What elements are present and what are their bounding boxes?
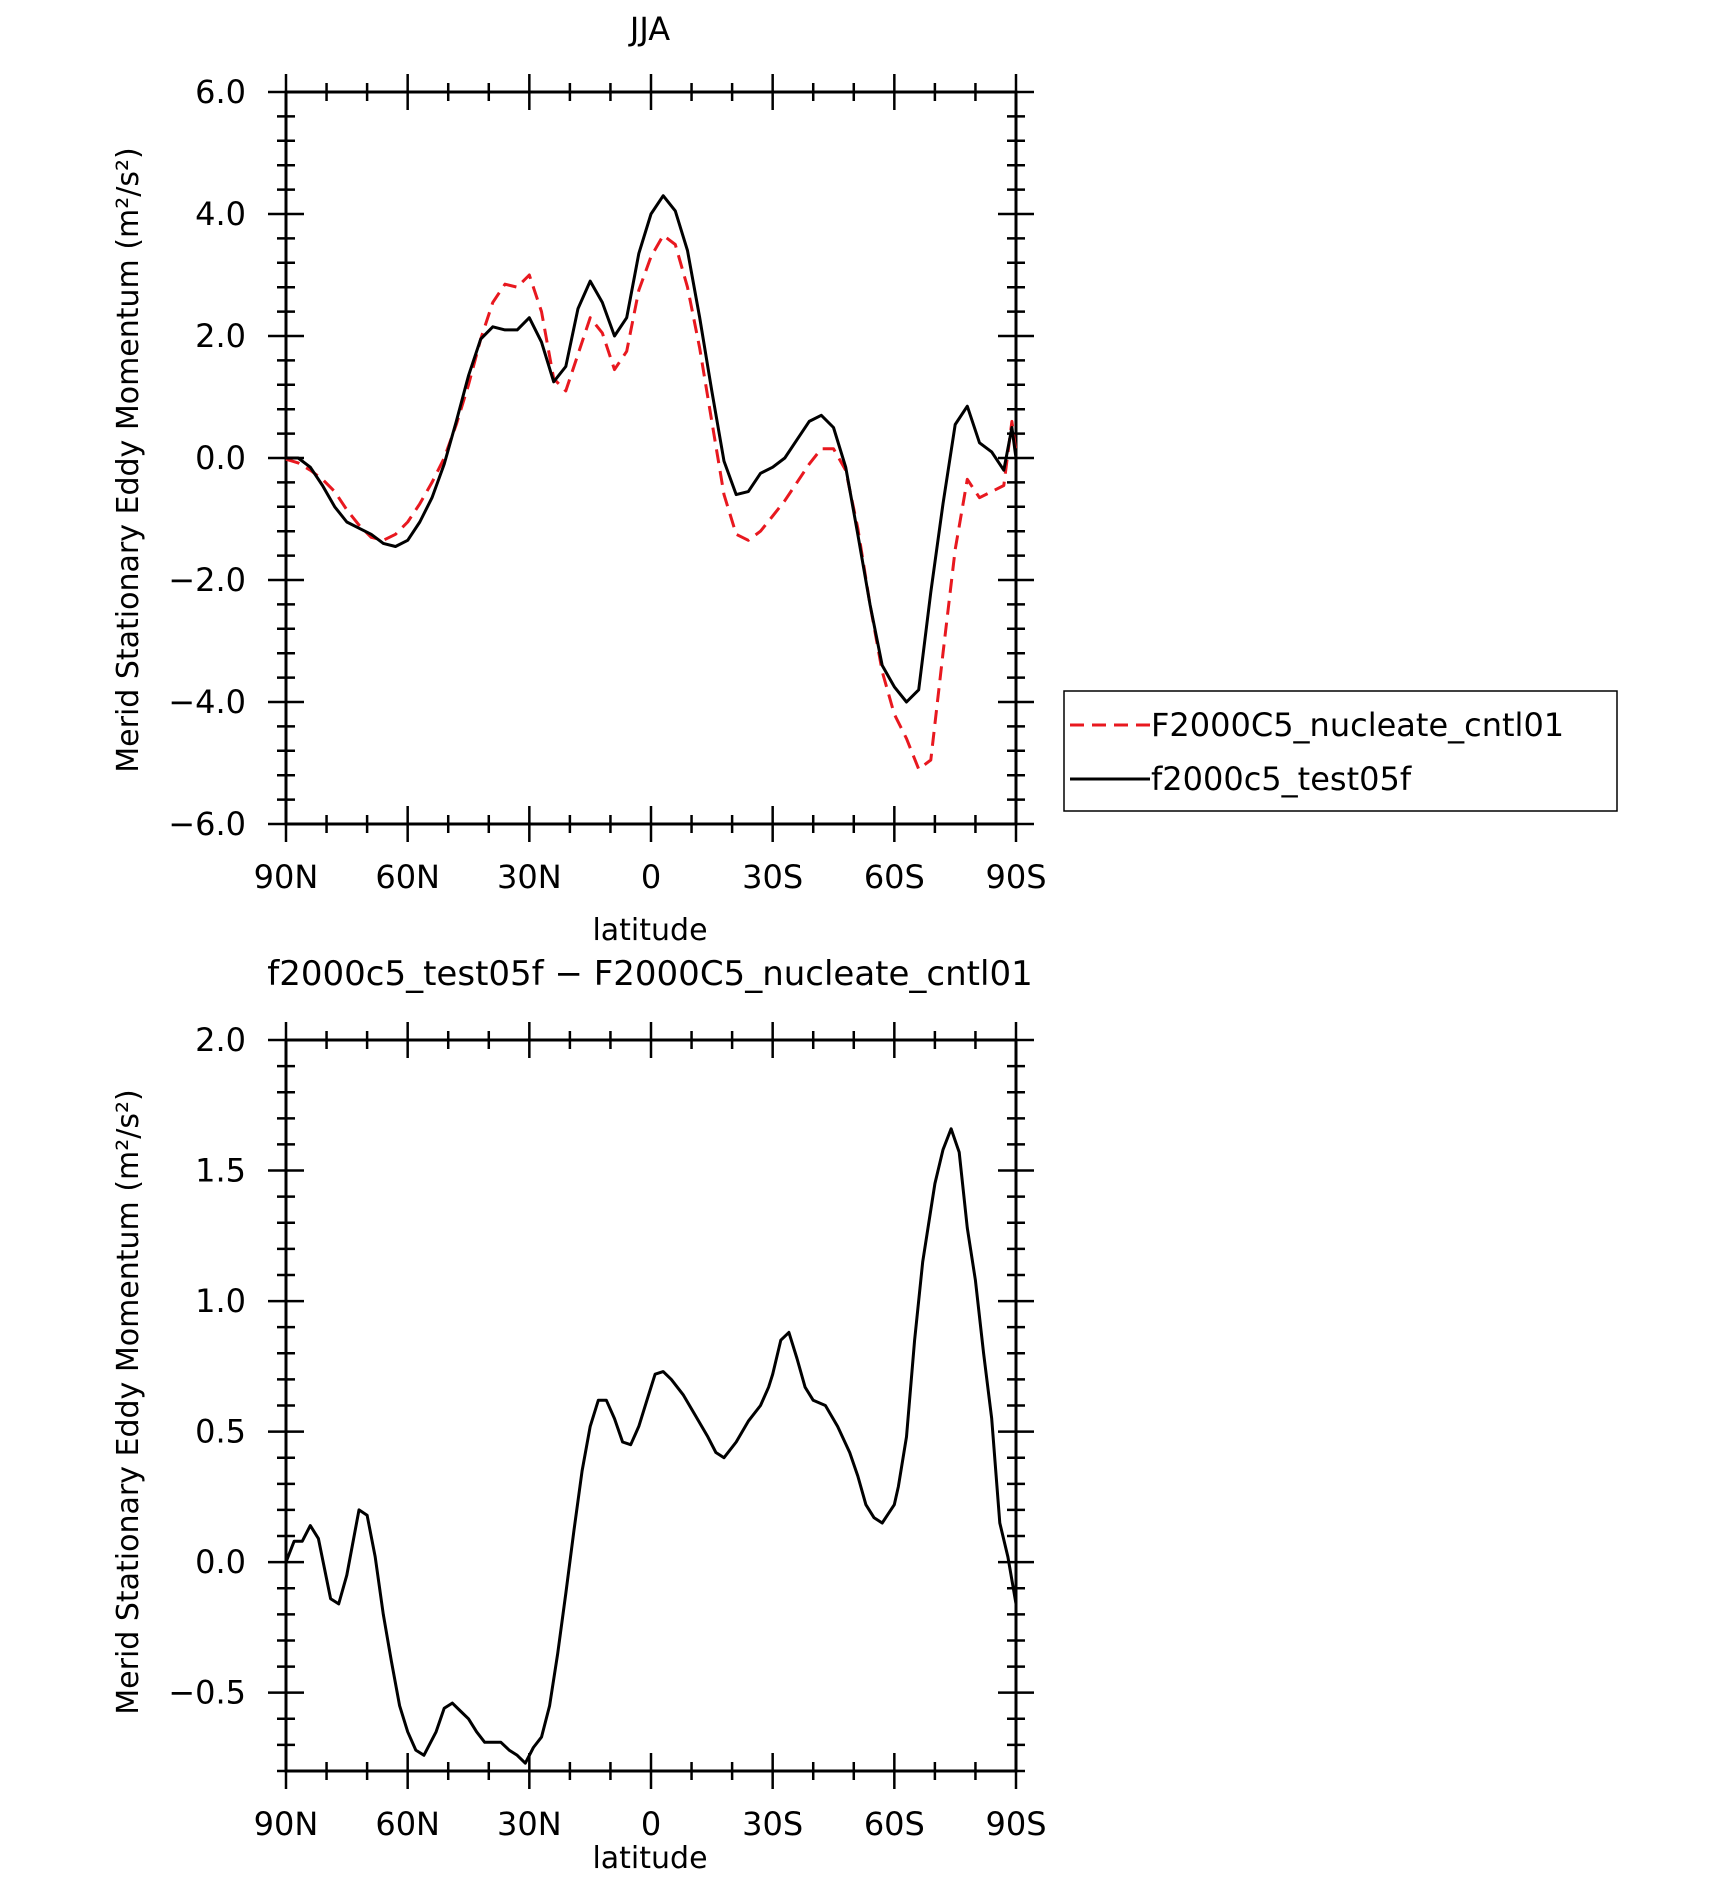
xtick-label: 90S <box>985 1805 1046 1843</box>
legend-box <box>1063 690 1618 812</box>
bottom-ylabel: Merid Stationary Eddy Momentum (m²/s²) <box>111 1089 146 1714</box>
legend-label-cntl01: F2000C5_nucleate_cntl01 <box>1151 706 1564 744</box>
xtick-label: 90N <box>254 1805 319 1843</box>
bottom-xtick-labels: 90N 60N 30N 0 30S 60S 90S <box>254 1805 1047 1843</box>
bottom-title: f2000c5_test05f − F2000C5_nucleate_cntl0… <box>267 954 1032 994</box>
top-xlabel: latitude <box>592 913 707 948</box>
xtick-label: 0 <box>641 1805 661 1843</box>
xtick-label: 60S <box>864 1805 925 1843</box>
ytick-label: 0.5 <box>195 1413 246 1451</box>
top-ticks <box>268 74 1034 842</box>
series-line-difference <box>284 1127 1018 1765</box>
xtick-label: 90N <box>254 858 319 896</box>
bottom-panel: f2000c5_test05f − F2000C5_nucleate_cntl0… <box>111 954 1047 1876</box>
top-xtick-labels: 90N 60N 30N 0 30S 60S 90S <box>254 858 1047 896</box>
top-ylabel: Merid Stationary Eddy Momentum (m²/s²) <box>111 147 146 772</box>
series-line-f2000c5_nucleate_cntl01 <box>285 233 1018 771</box>
series-line-f2000c5_test05f <box>286 194 1018 704</box>
bottom-ytick-labels: −0.5 0.0 0.5 1.0 1.5 2.0 <box>168 1021 246 1712</box>
xtick-label: 30N <box>497 1805 562 1843</box>
ytick-label: 2.0 <box>195 317 246 355</box>
ytick-label: 1.0 <box>195 1282 246 1320</box>
ytick-label: 4.0 <box>195 195 246 233</box>
xtick-label: 0 <box>641 858 661 896</box>
bottom-ticks <box>268 1022 1034 1789</box>
xtick-label: 30S <box>742 858 803 896</box>
top-title: JJA <box>628 10 670 48</box>
xtick-label: 30S <box>742 1805 803 1843</box>
ytick-label: 2.0 <box>195 1021 246 1059</box>
top-series <box>285 194 1018 771</box>
legend: F2000C5_nucleate_cntl01 f2000c5_test05f <box>1063 690 1618 812</box>
ytick-label: 1.5 <box>195 1152 246 1190</box>
xtick-label: 60N <box>375 1805 440 1843</box>
top-panel: JJA Merid Stationary Eddy Momentum (m²/s… <box>111 10 1047 948</box>
ytick-label: 0.0 <box>195 439 246 477</box>
ytick-label: −2.0 <box>168 561 246 599</box>
legend-label-test05f: f2000c5_test05f <box>1151 760 1412 798</box>
bottom-xlabel: latitude <box>592 1841 707 1876</box>
ytick-label: 6.0 <box>195 73 246 111</box>
bottom-series <box>284 1127 1018 1765</box>
ytick-label: 0.0 <box>195 1543 246 1581</box>
ytick-label: −0.5 <box>168 1674 246 1712</box>
top-plot-frame <box>284 90 1018 826</box>
bottom-plot-frame <box>284 1038 1018 1773</box>
xtick-label: 60N <box>375 858 440 896</box>
xtick-label: 60S <box>864 858 925 896</box>
ytick-label: −4.0 <box>168 683 246 721</box>
xtick-label: 90S <box>985 858 1046 896</box>
ytick-label: −6.0 <box>168 805 246 843</box>
top-ytick-labels: −6.0 −4.0 −2.0 0.0 2.0 4.0 6.0 <box>168 73 246 843</box>
xtick-label: 30N <box>497 858 562 896</box>
